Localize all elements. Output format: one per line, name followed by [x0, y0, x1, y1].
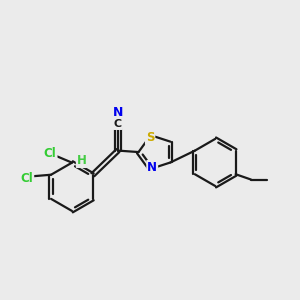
Text: N: N: [113, 106, 123, 118]
Text: Cl: Cl: [44, 147, 57, 160]
Text: N: N: [147, 161, 157, 174]
Text: Cl: Cl: [20, 172, 33, 185]
Text: H: H: [77, 154, 87, 167]
Text: C: C: [114, 119, 122, 129]
Text: S: S: [146, 131, 154, 144]
